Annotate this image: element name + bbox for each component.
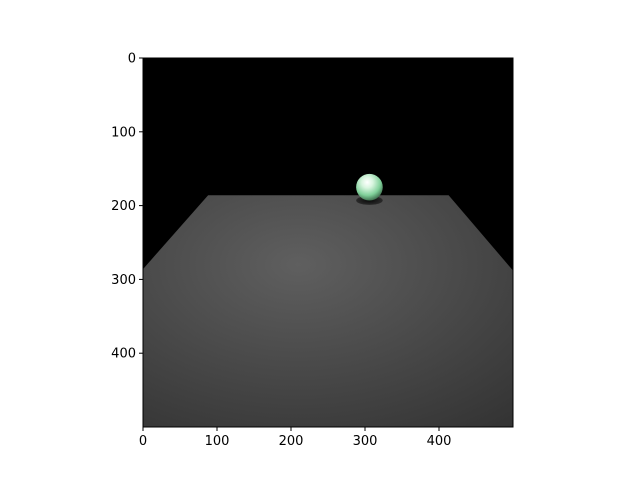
x-axis: 0 100 200 300 400 [139, 427, 452, 449]
x-tick-label: 400 [427, 434, 452, 449]
x-tick-label: 100 [205, 434, 230, 449]
y-tick-label: 400 [111, 347, 136, 362]
floor-plane [143, 195, 513, 427]
x-tick-label: 0 [139, 434, 147, 449]
y-axis: 0 100 200 300 400 [111, 52, 143, 362]
y-tick-label: 200 [111, 199, 136, 214]
axes-frame [142, 57, 514, 428]
image-axes [142, 57, 514, 428]
sphere [356, 173, 383, 201]
x-tick-label: 200 [279, 434, 304, 449]
y-tick-label: 300 [111, 273, 136, 288]
y-tick-label: 100 [111, 125, 136, 140]
y-tick-label: 0 [128, 52, 136, 67]
x-tick-label: 300 [353, 434, 378, 449]
